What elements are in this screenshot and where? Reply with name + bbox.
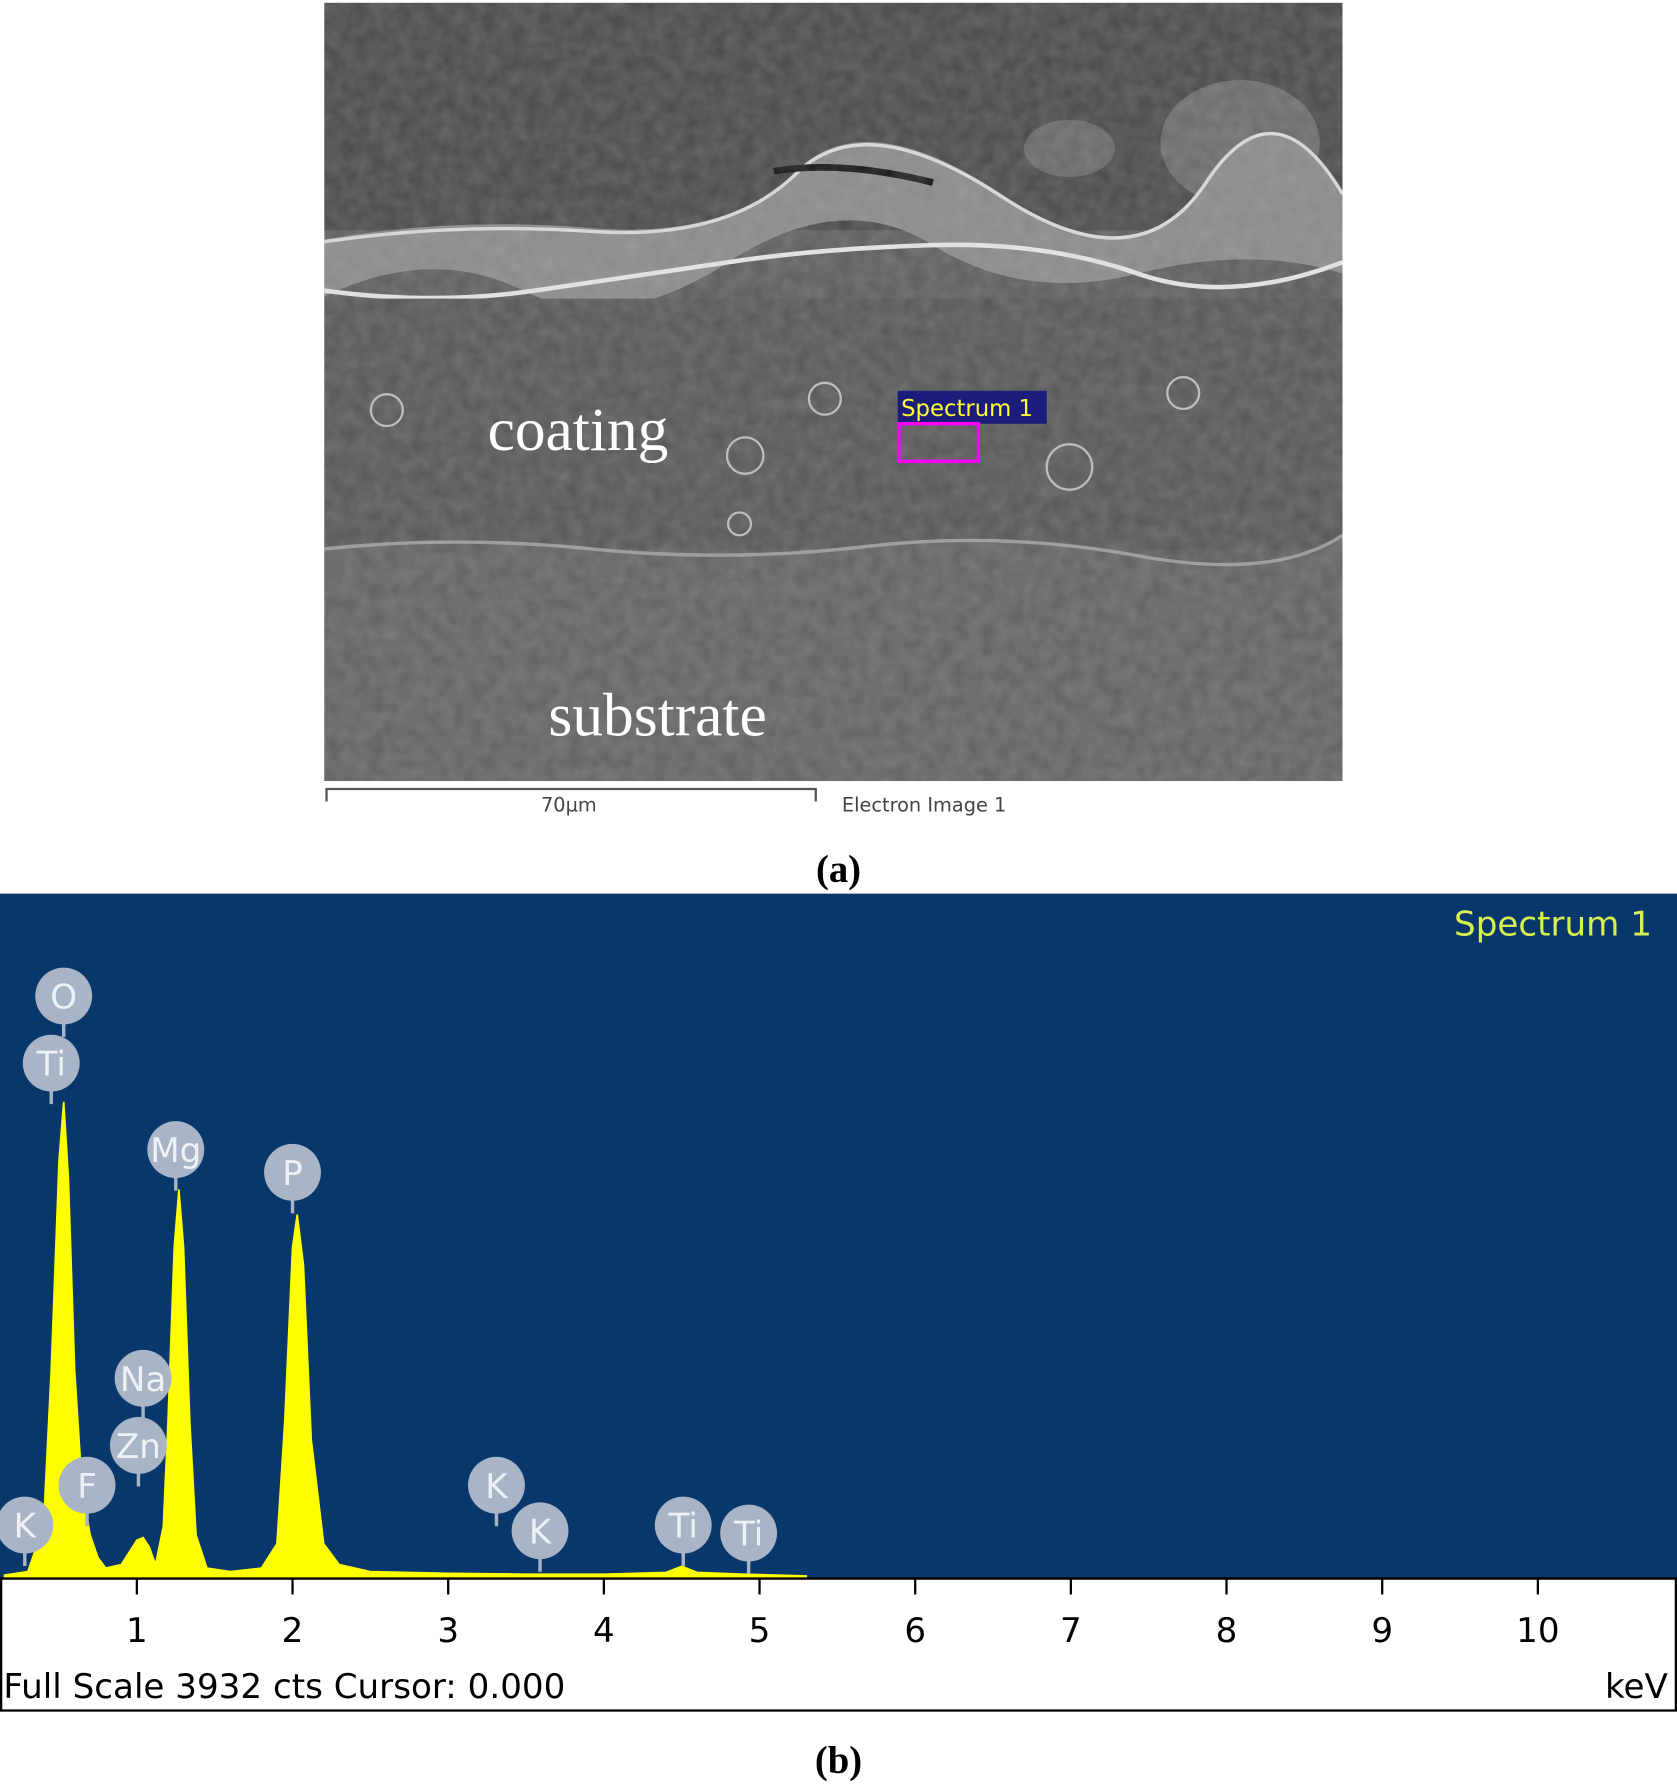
peak-marker [720,1504,778,1562]
peak-marker [109,1416,167,1474]
x-tick-label: 7 [1060,1611,1082,1651]
peak-marker [147,1121,205,1179]
image-name: Electron Image 1 [842,794,1006,817]
peak-marker [35,967,93,1025]
scale-bar [325,787,817,802]
peak-label: Ti [22,1034,80,1105]
peak-text: P [282,1154,303,1194]
axis-panel [0,1577,1677,1712]
peak-label: O [35,967,93,1037]
peak-marker [58,1456,116,1514]
peak-label: Ti [720,1504,778,1574]
peak-text: K [529,1512,553,1552]
region-label: substrate [548,681,766,749]
x-tick-label: 9 [1371,1611,1393,1651]
x-tick-label: 4 [593,1611,615,1651]
peak-text: Ti [733,1515,763,1555]
peak-label: F [58,1456,116,1527]
caption: (b) [815,1740,862,1782]
scale-bar-label: 70µm [541,794,597,817]
region-label: coating [488,396,669,464]
peak-marker [654,1496,712,1554]
x-tick-label: 2 [282,1611,304,1651]
caption: (a) [816,849,861,891]
sem-image [324,2,1343,782]
x-tick-label: 5 [749,1611,771,1651]
peak-label: K [0,1496,54,1567]
peak-label: Mg [147,1121,205,1191]
spectrum-box-label: Spectrum 1 [901,396,1033,422]
x-tick-label: 3 [437,1611,459,1651]
plot-background [0,893,1677,1579]
chart-title: Spectrum 1 [1454,905,1652,945]
peak-label: Ti [654,1496,712,1567]
status-text: Full Scale 3932 cts Cursor: 0.000 [3,1667,565,1707]
x-tick-label: 10 [1516,1611,1559,1651]
peak-label: Na [114,1349,172,1420]
spectrum-box-label-bg [897,390,1047,424]
peak-marker [0,1496,54,1554]
peak-text: O [50,978,77,1018]
peak-label: K [468,1456,525,1527]
peak-label: Zn [109,1416,167,1487]
peak-text: F [77,1467,97,1507]
peak-text: Zn [116,1427,161,1467]
spectrum [3,1101,808,1580]
peak-text: K [485,1467,509,1507]
peak-marker [22,1034,80,1092]
peak-marker [114,1349,172,1407]
x-tick-label: 6 [904,1611,926,1651]
peak-marker [264,1143,321,1201]
peak-text: K [14,1507,38,1547]
peak-text: Ti [36,1045,66,1085]
peak-marker [511,1502,569,1560]
spectrum-box [897,422,981,464]
peak-marker [468,1456,525,1514]
peak-text: Na [120,1360,166,1400]
peak-label: P [264,1143,321,1214]
peak-text: Ti [668,1507,698,1547]
peak-text: Mg [150,1131,201,1171]
x-tick-label: 1 [126,1611,148,1651]
x-axis-label: keV [1605,1667,1669,1707]
peak-label: K [511,1502,569,1572]
x-tick-label: 8 [1216,1611,1238,1651]
